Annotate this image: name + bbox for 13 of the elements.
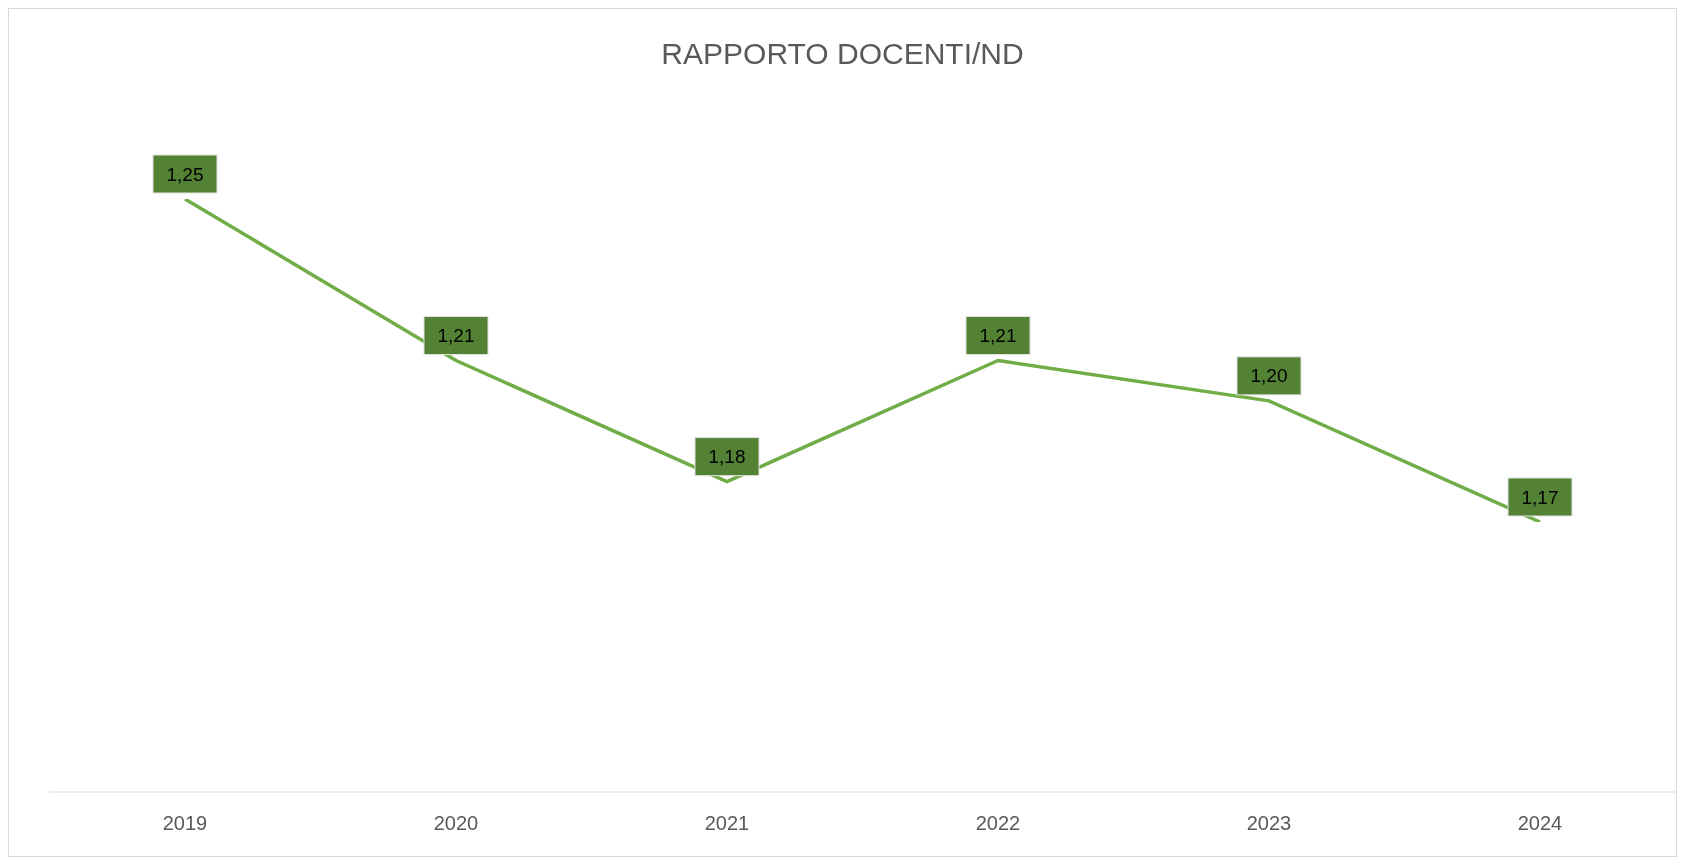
chart-title: RAPPORTO DOCENTI/ND [660,37,1025,71]
x-tick-label: 2022 [975,812,1021,835]
data-label: 1,21 [437,325,475,346]
data-label: 1,25 [166,163,204,185]
x-tick-label: 2021 [704,812,750,835]
data-label: 1,18 [708,446,746,468]
x-tick-label: 2020 [433,812,479,835]
x-tick-label: 2023 [1246,812,1292,835]
data-label: 1,20 [1250,365,1288,387]
x-tick-label: 2019 [162,812,208,835]
data-label: 1,17 [1521,486,1559,508]
x-tick-label: 2024 [1517,812,1563,835]
data-label: 1,21 [979,325,1017,346]
